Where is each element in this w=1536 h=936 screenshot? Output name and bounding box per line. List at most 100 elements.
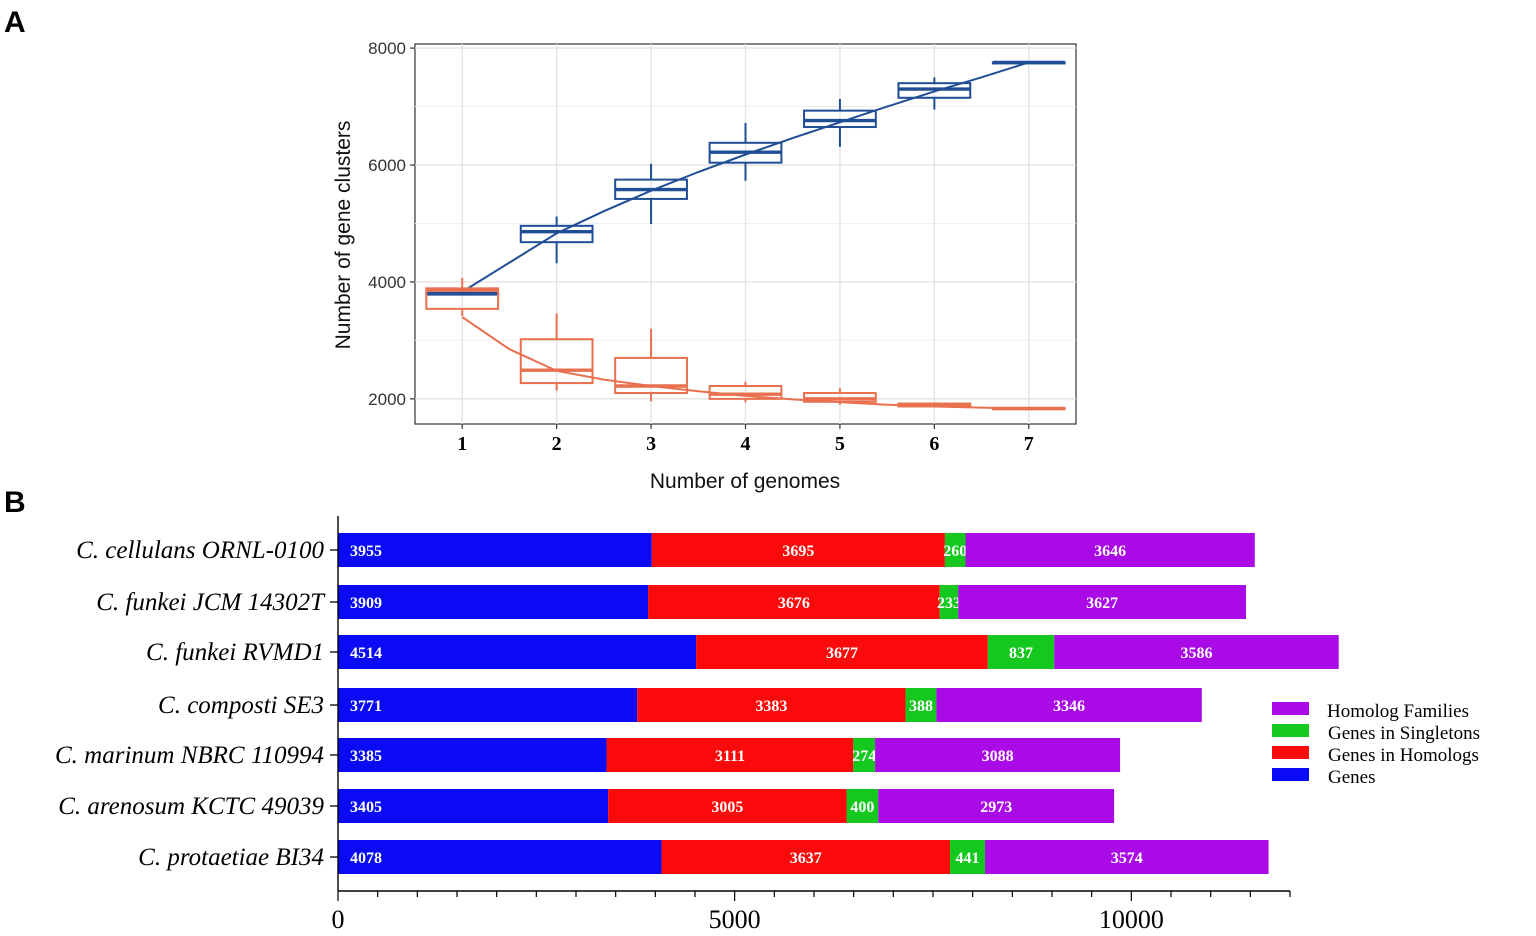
panel-a-y-axis-label: Number of gene clusters (332, 121, 355, 350)
legend-swatch (1272, 724, 1309, 737)
data-label: 441 (956, 850, 980, 867)
panel-a-marks (425, 60, 1066, 411)
legend-swatch (1272, 702, 1309, 715)
bar-segment (338, 738, 607, 772)
bar-segment (905, 688, 937, 722)
legend-label: Genes in Singletons (1328, 723, 1480, 744)
data-label: 3005 (711, 799, 743, 816)
bar-row: 3405 3005 400 2973 (338, 789, 1115, 823)
fit-curve (461, 61, 1030, 293)
legend-item: Genes in Homologs (1272, 745, 1479, 766)
legend-label: Genes in Homologs (1328, 745, 1479, 766)
bar-row: 3955 3695 260 3646 (338, 533, 1255, 567)
data-label: 3637 (790, 850, 822, 867)
bar-segment (696, 635, 988, 669)
x-tick-label: 6 (929, 433, 939, 455)
fit-curve (461, 316, 1029, 410)
y-tick-label: 6000 (368, 156, 406, 175)
legend-label: Genes (1328, 767, 1375, 788)
bar-row: 4514 3677 837 3586 (338, 635, 1339, 669)
bar-segment (958, 585, 1246, 619)
x-tick-label: 2 (552, 433, 562, 455)
bar-segment (651, 533, 945, 567)
bar-segment (939, 585, 959, 619)
bar-segment (987, 635, 1055, 669)
box-iqr (519, 338, 594, 385)
category-label: C. arenosum KCTC 49039 (58, 793, 324, 820)
box-iqr (519, 224, 594, 244)
data-label: 3771 (350, 698, 382, 715)
bar-row: 3385 3111 274 3088 (338, 738, 1121, 772)
bar-segment (965, 533, 1255, 567)
category-label: C. funkei RVMD1 (146, 639, 324, 666)
bar-segment (338, 533, 652, 567)
data-label: 3346 (1053, 698, 1085, 715)
panel-a-label: A (4, 6, 26, 39)
box-iqr (803, 109, 877, 129)
bar-segment (985, 840, 1269, 874)
bar-segment (608, 789, 847, 823)
bar-row: 3771 3383 388 3346 (338, 688, 1202, 722)
x-tick-label: 10000 (1099, 905, 1164, 934)
box (897, 77, 972, 110)
bar-segment (338, 840, 662, 874)
category-label: C. composti SE3 (158, 692, 324, 719)
data-label: 3405 (350, 799, 382, 816)
bar-segment (606, 738, 854, 772)
x-tick-label: 5 (835, 433, 845, 455)
panel-b-bars: 3955 3695 260 3646 3909 3676 233 3627 4514 3677 83… (338, 533, 1339, 874)
y-tick-label: 8000 (368, 39, 406, 58)
bar-segment (338, 635, 697, 669)
data-label: 3676 (778, 595, 810, 612)
data-label: 3646 (1094, 543, 1126, 560)
x-tick-label: 5000 (709, 905, 761, 934)
bar-segment (338, 789, 609, 823)
data-label: 3695 (782, 543, 814, 560)
data-label: 274 (852, 748, 876, 765)
bar-row: 4078 3637 441 3574 (338, 840, 1269, 874)
data-label: 3955 (350, 543, 382, 560)
panel-b-axes: C. cellulans ORNL-0100 C. funkei JCM 1430… (55, 516, 1291, 934)
data-label: 260 (943, 543, 967, 560)
bar-segment (637, 688, 906, 722)
bar-segment (1054, 635, 1339, 669)
series-core-genome (425, 277, 1066, 411)
box (519, 216, 594, 264)
category-label: C. protaetiae BI34 (138, 844, 324, 871)
y-tick-label: 2000 (368, 390, 406, 409)
bar-row: 3909 3676 233 3627 (338, 585, 1246, 619)
x-tick-label: 4 (741, 433, 751, 455)
box (425, 277, 500, 316)
bar-segment (936, 688, 1202, 722)
box-iqr (425, 287, 500, 310)
legend-swatch (1272, 768, 1309, 781)
bar-segment (950, 840, 986, 874)
data-label: 3677 (826, 645, 858, 662)
x-tick-label: 7 (1024, 433, 1034, 455)
bar-segment (338, 688, 638, 722)
panel-b-stacked-bar: 3955 3695 260 3646 3909 3676 233 3627 4514 3677 83… (55, 516, 1480, 934)
bar-segment (878, 789, 1115, 823)
box (708, 122, 783, 181)
category-label: C. funkei JCM 14302T (96, 589, 326, 616)
data-label: 3627 (1086, 595, 1118, 612)
bar-segment (648, 585, 940, 619)
bar-segment (944, 533, 966, 567)
data-label: 3574 (1111, 850, 1143, 867)
data-label: 233 (937, 595, 961, 612)
data-label: 388 (909, 698, 933, 715)
bar-segment (853, 738, 876, 772)
box-iqr (614, 356, 688, 395)
data-label: 4078 (350, 850, 382, 867)
bar-segment (875, 738, 1121, 772)
x-tick-label: 3 (646, 433, 656, 455)
panel-a-x-axis-label: Number of genomes (650, 470, 840, 493)
legend-item: Homolog Families (1272, 701, 1469, 722)
data-label: 837 (1009, 645, 1033, 662)
panel-a-axis-ticks: 2000 4000 6000 8000 1 2 3 4 5 6 7 (368, 39, 1034, 455)
panel-a-boxplot: 2000 4000 6000 8000 1 2 3 4 5 6 7 Number of genome… (332, 39, 1077, 493)
legend-item: Genes in Singletons (1272, 723, 1480, 744)
